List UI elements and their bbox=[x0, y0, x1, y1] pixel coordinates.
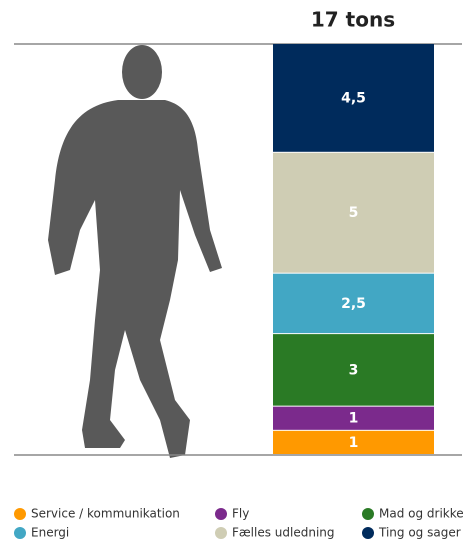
legend-swatch bbox=[362, 527, 374, 539]
legend-swatch bbox=[215, 508, 227, 520]
bar-segment bbox=[273, 334, 434, 406]
segment-label: 4,5 bbox=[341, 90, 366, 106]
legend-label: Energi bbox=[31, 526, 69, 540]
segment-label: 2,5 bbox=[341, 296, 366, 312]
silhouette bbox=[48, 45, 222, 458]
segment-label: 1 bbox=[349, 435, 359, 451]
bar-segment bbox=[273, 430, 434, 454]
bar-segment bbox=[273, 44, 434, 152]
segment-label: 1 bbox=[349, 411, 359, 427]
legend-swatch bbox=[14, 527, 26, 539]
legend-label: Ting og sager bbox=[378, 526, 461, 540]
bar-segment bbox=[273, 406, 434, 430]
legend-swatch bbox=[362, 508, 374, 520]
legend-label: Mad og drikke bbox=[379, 507, 464, 521]
segment-label: 3 bbox=[349, 362, 359, 378]
segment-label: 5 bbox=[349, 205, 359, 221]
legend-swatch bbox=[14, 508, 26, 520]
legend-label: Fly bbox=[232, 507, 249, 521]
bar-segment bbox=[273, 273, 434, 334]
bar-segment bbox=[273, 152, 434, 273]
legend-label: Fælles udledning bbox=[232, 526, 335, 540]
legend-swatch bbox=[215, 527, 227, 539]
legend-label: Service / kommunikation bbox=[31, 507, 180, 521]
chart-title: 17 tons bbox=[311, 8, 395, 32]
